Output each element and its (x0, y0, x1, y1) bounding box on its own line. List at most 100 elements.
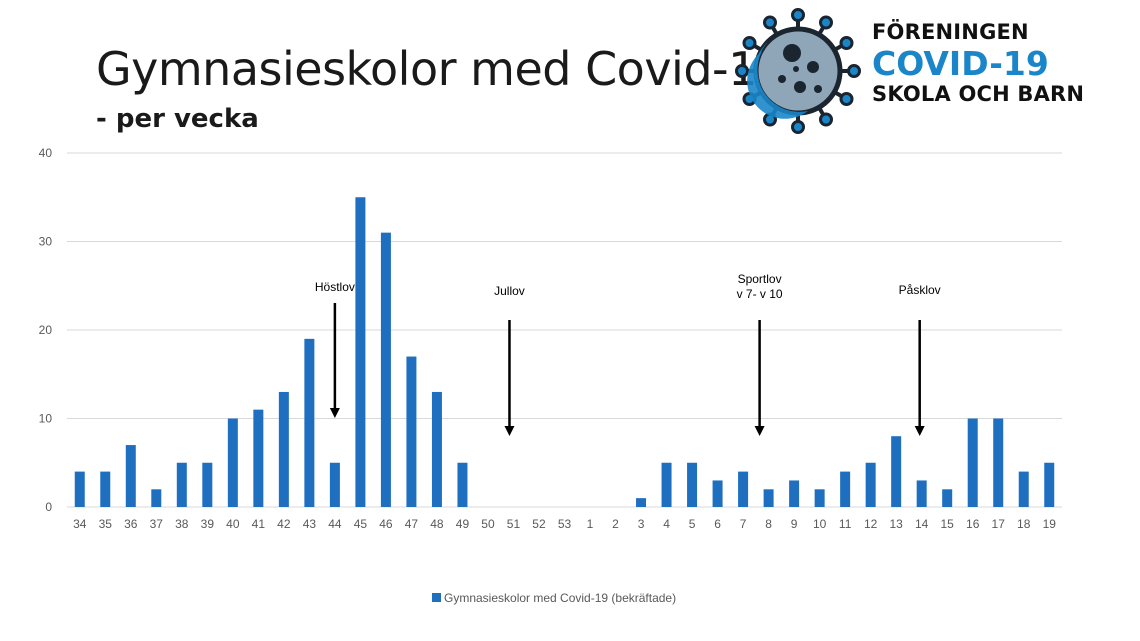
x-tick-label: 19 (1043, 517, 1057, 531)
logo-line-3: SKOLA OCH BARN (872, 82, 1085, 106)
bar (100, 471, 111, 507)
arrow-head-icon (914, 426, 925, 436)
x-tick-label: 6 (714, 517, 721, 531)
bar (687, 462, 698, 507)
x-tick-label: 1 (587, 517, 594, 531)
x-tick-label: 49 (456, 517, 470, 531)
arrow-head-icon (329, 408, 340, 418)
bar (202, 462, 213, 507)
bar (125, 445, 136, 507)
x-tick-label: 37 (150, 517, 164, 531)
bar (916, 480, 927, 507)
bar (329, 462, 340, 507)
x-tick-label: 18 (1017, 517, 1031, 531)
annotation-label: Påsklov (899, 283, 941, 297)
x-tick-label: 36 (124, 517, 138, 531)
x-tick-label: 52 (532, 517, 546, 531)
x-tick-label: 5 (689, 517, 696, 531)
arrow-head-icon (754, 426, 765, 436)
legend: Gymnasieskolor med Covid-19 (bekräftade) (432, 591, 676, 605)
bar (840, 471, 851, 507)
bar (1044, 462, 1055, 507)
bar (789, 480, 800, 507)
y-tick-label: 30 (39, 235, 53, 249)
bar (967, 418, 978, 507)
bar (457, 462, 468, 507)
x-tick-label: 43 (303, 517, 317, 531)
x-tick-label: 13 (889, 517, 903, 531)
bar (865, 462, 876, 507)
bar (1018, 471, 1029, 507)
bar (712, 480, 723, 507)
virus-logo-icon (735, 8, 861, 134)
x-tick-label: 42 (277, 517, 291, 531)
bar (993, 418, 1004, 507)
annotation-label: Höstlov (315, 280, 355, 294)
x-tick-label: 53 (558, 517, 572, 531)
annotation-label: Jullov (494, 284, 525, 298)
bar (431, 391, 442, 507)
bar (278, 391, 289, 507)
bar (814, 489, 825, 507)
annotation-label: Sportlov (738, 272, 782, 286)
x-tick-label: 16 (966, 517, 980, 531)
bar (253, 409, 264, 507)
page-title: Gymnasieskolor med Covid-19 (96, 42, 786, 96)
x-axis-ticks: 34 35 36 37 38 39 40 41 42 43 44 45 46 47 48 49 50 51 52 53… (73, 517, 1056, 531)
x-tick-label: 41 (252, 517, 266, 531)
y-axis-ticks: 0 10 20 30 40 (39, 146, 53, 514)
x-tick-label: 3 (638, 517, 645, 531)
x-tick-label: 47 (405, 517, 419, 531)
x-tick-label: 9 (791, 517, 798, 531)
logo-text: FÖRENINGEN COVID-19 SKOLA OCH BARN (872, 22, 1084, 105)
x-tick-label: 51 (507, 517, 521, 531)
x-tick-label: 10 (813, 517, 827, 531)
x-tick-label: 11 (839, 517, 852, 531)
logo-line-1: FÖRENINGEN (872, 20, 1029, 44)
x-tick-label: 48 (430, 517, 444, 531)
y-tick-label: 10 (39, 412, 53, 426)
x-tick-label: 2 (612, 517, 619, 531)
legend-swatch (432, 593, 441, 602)
bar (151, 489, 162, 507)
logo-line-2: COVID-19 (872, 44, 1049, 83)
y-tick-label: 40 (39, 146, 53, 160)
x-tick-label: 46 (379, 517, 393, 531)
bar (661, 462, 672, 507)
x-tick-label: 50 (481, 517, 495, 531)
bar (176, 462, 187, 507)
arrow-head-icon (504, 426, 515, 436)
bar (891, 436, 902, 507)
bar (763, 489, 774, 507)
bar (942, 489, 953, 507)
bar (380, 232, 391, 507)
grid-lines (67, 152, 1062, 508)
x-tick-label: 7 (740, 517, 747, 531)
x-tick-label: 12 (864, 517, 878, 531)
x-tick-label: 34 (73, 517, 87, 531)
bars (74, 197, 1055, 507)
bar (738, 471, 749, 507)
x-tick-label: 40 (226, 517, 240, 531)
x-tick-label: 15 (941, 517, 955, 531)
bar (636, 498, 647, 507)
y-tick-label: 20 (39, 323, 53, 337)
x-tick-label: 38 (175, 517, 189, 531)
annotation-label: v 7- v 10 (737, 287, 783, 301)
x-tick-label: 14 (915, 517, 929, 531)
page-subtitle: - per vecka (96, 104, 259, 134)
bar (304, 338, 315, 507)
bar (406, 356, 417, 507)
x-tick-label: 39 (201, 517, 215, 531)
y-tick-label: 0 (45, 500, 52, 514)
x-tick-label: 35 (99, 517, 113, 531)
x-tick-label: 4 (663, 517, 670, 531)
legend-label: Gymnasieskolor med Covid-19 (bekräftade) (444, 591, 676, 605)
x-tick-label: 17 (992, 517, 1006, 531)
x-tick-label: 8 (765, 517, 772, 531)
x-tick-label: 45 (354, 517, 368, 531)
bar (227, 418, 238, 507)
x-tick-label: 44 (328, 517, 342, 531)
